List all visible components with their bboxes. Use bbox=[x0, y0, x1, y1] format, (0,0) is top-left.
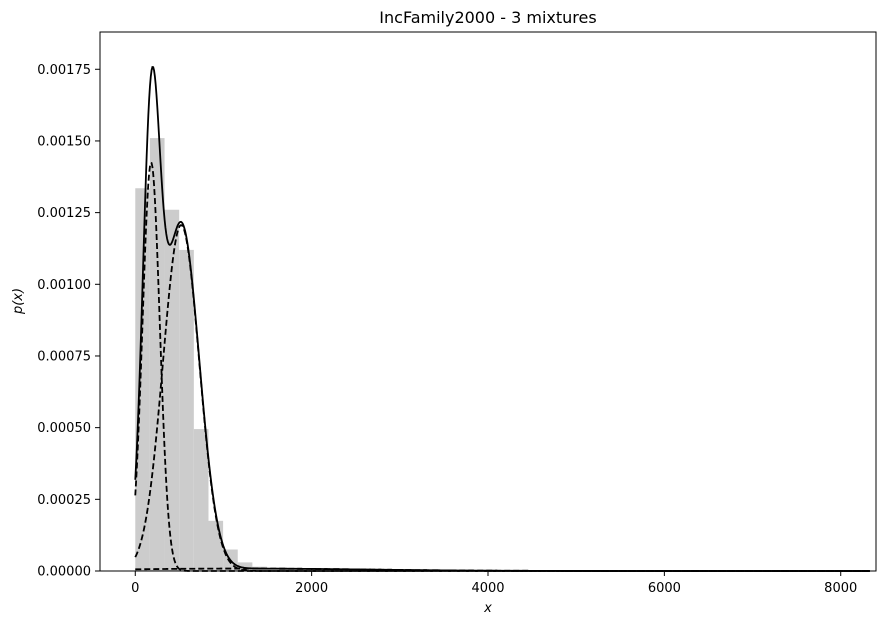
y-axis-label: p(x) bbox=[11, 288, 26, 315]
y-tick-label: 0.00125 bbox=[37, 206, 91, 221]
y-tick-label: 0.00175 bbox=[37, 63, 91, 78]
y-tick-label: 0.00100 bbox=[37, 278, 91, 293]
histogram-bar-2 bbox=[164, 209, 180, 571]
histogram-bar-4 bbox=[193, 429, 209, 571]
histogram-bar-0 bbox=[135, 188, 150, 571]
x-axis-label: x bbox=[483, 601, 492, 616]
y-tick-label: 0.00075 bbox=[37, 349, 91, 364]
y-axis-ticks: 0.00000 0.00025 0.00050 0.00075 0.00100 0.001… bbox=[37, 63, 100, 580]
y-tick-label: 0.00025 bbox=[37, 493, 91, 508]
x-tick-label: 2000 bbox=[295, 581, 328, 596]
y-tick-label: 0.00150 bbox=[37, 134, 91, 149]
x-tick-label: 8000 bbox=[824, 581, 857, 596]
y-tick-label: 0.00050 bbox=[37, 421, 91, 436]
y-tick-label: 0.00000 bbox=[37, 565, 91, 580]
x-axis-ticks: 0 2000 4000 6000 8000 bbox=[131, 571, 857, 596]
x-tick-label: 4000 bbox=[471, 581, 504, 596]
histogram-bar-9 bbox=[267, 568, 282, 571]
histogram-bars bbox=[135, 138, 399, 571]
histogram-bar-3 bbox=[179, 249, 194, 571]
x-tick-label: 0 bbox=[131, 581, 139, 596]
x-tick-label: 6000 bbox=[648, 581, 681, 596]
histogram-bar-7 bbox=[237, 562, 253, 571]
histogram-bar-1 bbox=[149, 138, 165, 571]
histogram-bar-10 bbox=[281, 568, 297, 571]
histogram-bar-5 bbox=[208, 520, 224, 571]
chart-title: IncFamily2000 - 3 mixtures bbox=[379, 8, 596, 27]
plot-area bbox=[99, 31, 877, 572]
